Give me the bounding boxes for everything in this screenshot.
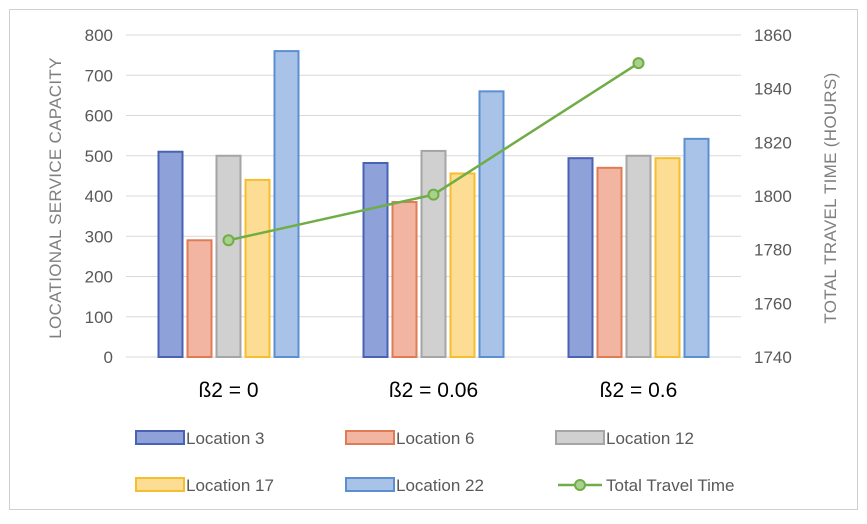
bar-location-17 [654, 157, 681, 358]
bar-location-22 [683, 137, 710, 358]
y-axis-ticks: 0 100 200 300 400 500 600 700 800 [85, 26, 113, 367]
travel-time-line [222, 57, 645, 247]
travel-time-point [427, 188, 440, 201]
bar-location-17 [449, 172, 476, 358]
y-axis-title: LOCATIONAL SERVICE CAPACITY [46, 57, 65, 338]
y-tick-label: 800 [85, 26, 113, 45]
y2-tick-label: 1860 [754, 26, 792, 45]
y2-tick-label: 1840 [754, 80, 792, 99]
legend: Location 3 Location 6 Location 12 Location … [135, 429, 735, 495]
bar-location-6 [596, 166, 623, 358]
travel-time-point [222, 234, 235, 247]
bar-location-3 [567, 157, 594, 358]
legend-line-marker [574, 479, 586, 491]
bar-location-3 [362, 161, 389, 358]
y2-tick-label: 1820 [754, 133, 792, 152]
legend-label: Location 3 [186, 429, 264, 448]
bar-location-17 [244, 178, 271, 358]
legend-label: Total Travel Time [606, 476, 735, 495]
y-tick-label: 600 [85, 107, 113, 126]
legend-swatch [345, 477, 395, 492]
legend-label: Location 12 [606, 429, 694, 448]
y-tick-label: 700 [85, 66, 113, 85]
category-label: ß2 = 0 [198, 379, 258, 402]
legend-swatch [555, 430, 605, 445]
y2-tick-label: 1760 [754, 294, 792, 313]
y-tick-label: 300 [85, 227, 113, 246]
y-tick-label: 500 [85, 147, 113, 166]
bar-location-12 [625, 154, 652, 358]
category-label: ß2 = 0.6 [600, 379, 678, 402]
legend-label: Location 6 [396, 429, 474, 448]
y-tick-label: 0 [104, 348, 113, 367]
y2-axis-ticks: 1740 1760 1780 1800 1820 1840 1860 [754, 26, 792, 367]
bar-location-22 [273, 50, 300, 358]
y2-tick-label: 1780 [754, 241, 792, 260]
category-label: ß2 = 0.06 [389, 379, 478, 402]
bar-location-12 [215, 154, 242, 358]
y-tick-label: 200 [85, 268, 113, 287]
legend-swatch [135, 477, 185, 492]
legend-label: Location 22 [396, 476, 484, 495]
y2-axis-title: TOTAL TRAVEL TIME (HOURS) [821, 72, 840, 323]
bar-location-3 [157, 150, 184, 358]
travel-time-point [632, 57, 645, 70]
legend-swatch [345, 430, 395, 445]
y-tick-label: 100 [85, 308, 113, 327]
bar-location-22 [478, 90, 505, 358]
bars [157, 50, 710, 358]
legend-swatch [135, 430, 185, 445]
y2-tick-label: 1740 [754, 348, 792, 367]
legend-label: Location 17 [186, 476, 274, 495]
bar-location-6 [186, 239, 213, 358]
y2-tick-label: 1800 [754, 187, 792, 206]
x-axis-categories: ß2 = 0 ß2 = 0.06 ß2 = 0.6 [198, 379, 677, 402]
y-tick-label: 400 [85, 187, 113, 206]
bar-location-6 [391, 201, 418, 358]
bar-location-12 [420, 149, 447, 358]
